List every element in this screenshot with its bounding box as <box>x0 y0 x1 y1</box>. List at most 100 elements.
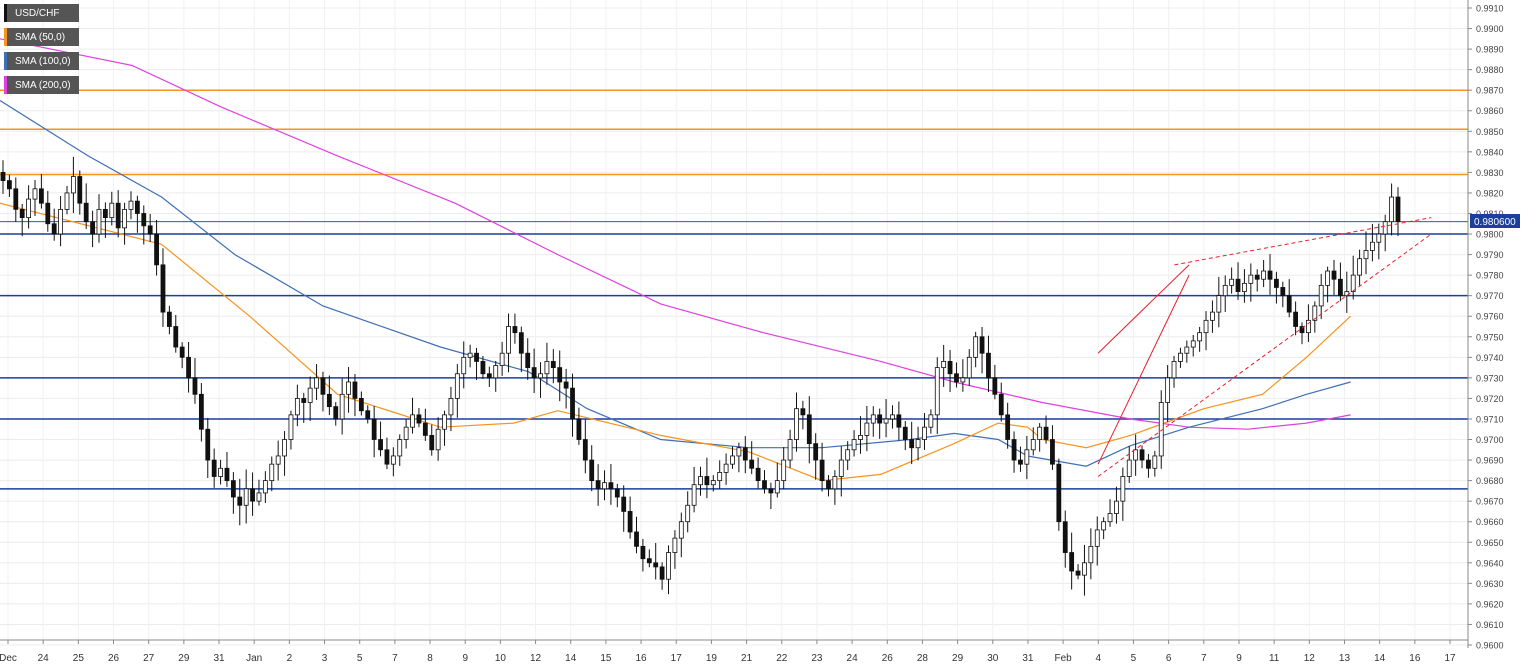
x-tick-label: 31 <box>1022 653 1034 664</box>
candle-body <box>960 377 966 383</box>
candle-body <box>134 200 140 214</box>
candle-body <box>570 387 575 420</box>
candle-body <box>1376 233 1382 243</box>
x-tick-label: 23 <box>811 653 823 664</box>
x-tick-label: 22 <box>776 653 788 664</box>
candle-body <box>390 455 396 465</box>
y-axis: 0.9600 0.9610 0.9620 0.9630 0.9640 0.9650 0.96… <box>1467 0 1504 651</box>
x-tick-label: 10 <box>495 653 507 664</box>
legend-item-usdchf[interactable]: USD/CHF <box>4 4 79 22</box>
candle-body <box>614 488 620 498</box>
candle-body <box>166 311 172 327</box>
y-tick-label: 0.9680 <box>1476 476 1504 486</box>
candle-body <box>64 192 70 210</box>
candle-body <box>467 352 473 358</box>
candle-body <box>6 180 12 190</box>
x-tick-label: 14 <box>1374 653 1386 664</box>
legend-item-sma50[interactable]: SMA (50,0) <box>4 28 79 46</box>
candle-body <box>544 361 550 375</box>
candle-body <box>237 496 243 506</box>
candle-body <box>864 422 870 436</box>
candle-body <box>768 488 774 494</box>
candle-body <box>890 414 895 420</box>
candle-body <box>384 449 390 465</box>
candle-body <box>141 213 147 227</box>
candle-body <box>1114 500 1119 514</box>
x-tick-label: 21 <box>741 653 753 664</box>
candle-body <box>506 326 511 354</box>
candle-body <box>1286 295 1292 313</box>
candle-body <box>1152 455 1158 469</box>
candle-body <box>1178 352 1183 362</box>
candle-body <box>838 459 844 477</box>
candle-body <box>32 188 38 200</box>
candle-body <box>294 398 300 416</box>
legend-swatch <box>4 52 7 70</box>
candle-body <box>173 326 179 348</box>
candle-body <box>666 552 671 580</box>
candle-body <box>198 393 204 430</box>
candle-body <box>1325 270 1331 286</box>
candle-body <box>275 455 281 465</box>
current-price-label: 0.980600 <box>1474 217 1516 228</box>
trendline <box>1097 264 1190 354</box>
candle-body <box>845 449 851 461</box>
x-tick-label: 7 <box>1201 653 1207 664</box>
candle-body <box>685 504 691 523</box>
candle-body <box>51 223 57 235</box>
candle-body <box>442 414 447 430</box>
candle-body <box>1331 270 1337 280</box>
candle-body <box>243 488 249 506</box>
candle-body <box>909 439 915 449</box>
x-tick-label: 24 <box>847 653 859 664</box>
candle-body <box>870 414 876 424</box>
candle-body <box>1133 449 1139 461</box>
candle-body <box>966 356 972 379</box>
candle-body <box>621 496 627 512</box>
candle-body <box>339 393 345 420</box>
legend-swatch <box>4 28 7 46</box>
x-tick-label: 6 <box>1166 653 1172 664</box>
candle-body <box>986 352 991 379</box>
candle-body <box>282 439 287 457</box>
candle-body <box>1082 562 1087 576</box>
x-tick-label: 2 <box>287 653 293 664</box>
candle-body <box>422 422 428 436</box>
candle-body <box>1222 285 1228 297</box>
candle-body <box>358 398 364 412</box>
candle-body <box>595 480 601 490</box>
y-tick-label: 0.9640 <box>1476 558 1504 568</box>
candle-body <box>563 381 569 389</box>
y-tick-label: 0.9880 <box>1476 65 1504 75</box>
candle-body <box>1370 241 1375 251</box>
candle-body <box>211 459 217 477</box>
candle-body <box>781 459 787 482</box>
candle-body <box>1165 377 1171 403</box>
candle-body <box>979 336 985 354</box>
candle-body <box>83 202 89 223</box>
trendline <box>1097 274 1190 465</box>
trendlines <box>1097 217 1432 477</box>
current-price-tag: 0.980600 <box>1470 214 1520 228</box>
candle-body <box>1293 311 1299 327</box>
candle-body <box>416 414 422 424</box>
candle-body <box>1299 326 1305 334</box>
candle-body <box>1088 545 1094 564</box>
legend-item-sma200[interactable]: SMA (200,0) <box>4 76 79 94</box>
x-tick-label: 27 <box>143 653 155 664</box>
candle-body <box>365 410 371 420</box>
candle-body <box>723 463 729 473</box>
candle-body <box>1075 570 1081 576</box>
candle-body <box>1312 305 1318 321</box>
y-tick-label: 0.9830 <box>1476 168 1504 178</box>
sma-200-line <box>0 38 1351 430</box>
candle-body <box>1267 270 1273 280</box>
candle-body <box>378 439 383 451</box>
legend-item-sma100[interactable]: SMA (100,0) <box>4 52 79 70</box>
candle-body <box>474 352 479 362</box>
x-tick-label: 26 <box>108 653 120 664</box>
candle-body <box>403 426 409 440</box>
candle-body <box>582 439 588 461</box>
candle-body <box>1338 278 1343 297</box>
